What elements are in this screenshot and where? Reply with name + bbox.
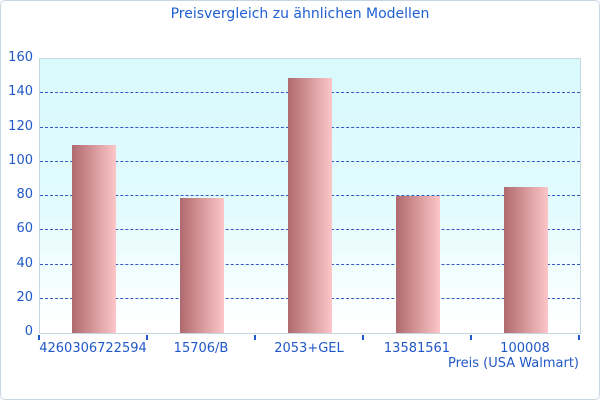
y-tick-label: 60	[16, 221, 33, 237]
x-tick	[578, 335, 580, 340]
chart-title: Preisvergleich zu ähnlichen Modellen	[170, 6, 430, 22]
x-tick	[362, 335, 364, 340]
y-tick-label: 20	[16, 289, 33, 305]
x-tick-label: 15706/B	[173, 341, 229, 356]
y-tick-label: 40	[16, 255, 33, 271]
x-tick	[146, 335, 148, 340]
bar	[288, 77, 332, 333]
x-tick	[38, 335, 40, 340]
x-tick-label: 13581561	[383, 341, 451, 356]
bar	[396, 196, 440, 333]
x-axis-title: Preis (USA Walmart)	[447, 356, 579, 371]
x-tick-label: 4260306722594	[39, 341, 147, 356]
y-tick-label: 120	[8, 118, 33, 134]
plot-area	[39, 58, 581, 334]
x-axis-labels: 4260306722594 15706/B 2053+GEL 13581561 1000…	[39, 341, 581, 357]
x-axis-ticks	[38, 335, 581, 341]
y-tick-label: 80	[16, 187, 33, 202]
y-tick-label: 0	[24, 324, 33, 339]
x-tick-label: 2053+GEL	[274, 341, 344, 356]
x-tick	[470, 335, 472, 340]
x-tick-label: 100008	[500, 341, 550, 356]
x-tick	[254, 335, 256, 340]
y-axis: 0 20 40 60 80 100 120 140 160	[1, 50, 33, 339]
y-tick-label: 160	[8, 50, 33, 65]
y-tick-label: 100	[8, 152, 33, 168]
bar	[72, 144, 116, 333]
bar	[504, 187, 548, 333]
y-tick-label: 140	[8, 84, 33, 100]
bar	[180, 197, 224, 333]
